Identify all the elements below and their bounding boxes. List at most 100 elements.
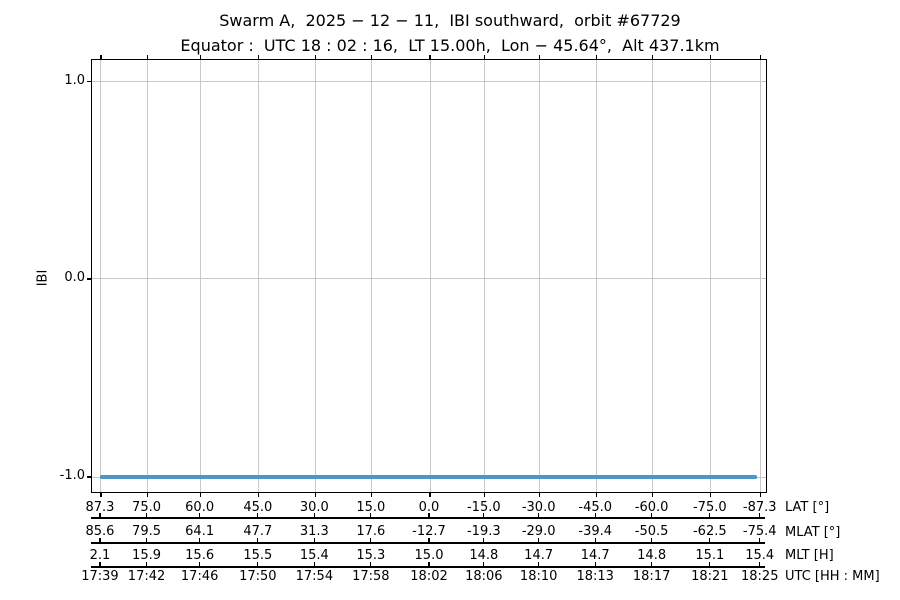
axis-tick [759, 562, 761, 567]
x-tick-bottom [760, 493, 762, 498]
x-tick-label: 0.0 [418, 499, 440, 515]
x-tick-label: 18:21 [691, 568, 729, 584]
v-gridline [429, 60, 431, 492]
x-tick-top [539, 54, 541, 59]
axis-tick [199, 513, 201, 518]
v-gridline [595, 60, 597, 492]
x-tick-label: -30.0 [521, 499, 556, 515]
x-tick-bottom [539, 493, 541, 498]
v-gridline [760, 60, 762, 492]
axis-tick [709, 538, 711, 543]
x-tick-label: 18:17 [632, 568, 671, 584]
axis-tick [483, 562, 485, 567]
axis-tick [594, 513, 596, 518]
v-gridline [314, 60, 316, 492]
y-axis-tick-labels: 1.0 0.0 -1.0 [0, 59, 85, 491]
axis-tick [538, 538, 540, 543]
axis-tick [370, 513, 372, 518]
axis-tick [99, 538, 101, 543]
x-tick-top [258, 54, 260, 59]
axis-tick [483, 538, 485, 543]
x-tick-label: 2.1 [89, 547, 111, 563]
x-tick-label: 79.5 [132, 524, 162, 539]
x-tick-bottom [710, 493, 712, 498]
v-gridline [652, 60, 654, 492]
x-tick-label: 18:06 [465, 568, 503, 584]
x-tick-top [760, 54, 762, 59]
x-tick-label: -60.0 [634, 499, 669, 515]
v-gridline [710, 60, 712, 492]
axis-tick [759, 513, 761, 518]
x-tick-bottom [200, 493, 202, 498]
axis-tick [145, 562, 148, 567]
x-tick-label: 17:54 [295, 568, 334, 584]
x-tick-top [200, 54, 202, 59]
plot-area [86, 54, 767, 498]
x-tick-label: 75.0 [132, 499, 162, 515]
x-tick-label: 15.1 [695, 547, 725, 563]
x-tick-label: 18:13 [576, 568, 614, 584]
x-tick-top [429, 54, 431, 59]
x-tick-label: 30.0 [299, 499, 329, 515]
x-tick-bottom [258, 493, 260, 498]
axis-tick [99, 562, 101, 567]
sub-axis-spine [91, 566, 765, 568]
axis-tick [594, 562, 596, 567]
y-tick-label: 1.0 [64, 72, 85, 88]
x-tick-label: 18:10 [519, 568, 558, 584]
axis-tick [199, 562, 201, 567]
axis-tick [651, 562, 653, 567]
x-tick-label: 15.5 [243, 547, 273, 563]
x-tick-label: -45.0 [578, 499, 613, 515]
axis-tick [99, 513, 101, 518]
axis-tick [428, 562, 430, 567]
x-tick-bottom [146, 493, 149, 498]
x-tick-bottom [314, 493, 316, 498]
h-gridline [92, 81, 766, 83]
x-tick-label: 17:46 [180, 568, 219, 584]
x-tick-top [146, 54, 149, 59]
x-tick-label: -19.3 [466, 524, 501, 539]
x-tick-label: 14.8 [469, 547, 499, 563]
x-tick-label: 45.0 [243, 499, 273, 515]
x-tick-label: 47.7 [243, 524, 273, 539]
x-tick-label: -50.5 [634, 524, 669, 539]
y-tick-label: -1.0 [59, 468, 85, 484]
x-tick-label: -39.4 [578, 524, 613, 539]
x-tick-label: 15.0 [414, 547, 444, 563]
sub-axis-spine [91, 517, 765, 519]
x-tick-bottom [429, 493, 431, 498]
axis-tick [313, 513, 315, 518]
x-tick-label: -75.4 [742, 524, 777, 539]
axis-tick [428, 538, 430, 543]
v-gridline [100, 60, 102, 492]
axis-tick [428, 513, 430, 518]
x-tick-label: 31.3 [299, 524, 329, 539]
x-tick-label: 64.1 [185, 524, 215, 539]
x-tick-label: -15.0 [466, 499, 501, 515]
h-gridline [92, 278, 766, 280]
x-tick-label: 15.6 [185, 547, 215, 563]
x-tick-label: 17:58 [352, 568, 390, 584]
axis-tick [594, 538, 596, 543]
x-tick-label: 15.0 [356, 499, 386, 515]
chart-title: Swarm A, 2025 − 12 − 11, IBI southward, … [219, 11, 681, 30]
axis-row-label: MLAT [°] [785, 524, 841, 540]
axis-tick [538, 562, 540, 567]
x-tick-label: 17.6 [356, 524, 386, 539]
v-gridline [484, 60, 486, 492]
x-tick-label: 85.6 [85, 524, 115, 539]
y-tick-label: 0.0 [64, 269, 85, 285]
v-gridline [147, 60, 149, 492]
axis-tick [651, 538, 653, 543]
axis-tick [709, 562, 711, 567]
x-tick-label: -75.0 [692, 499, 727, 515]
x-tick-label: 15.3 [356, 547, 386, 563]
x-tick-label: 18:25 [741, 568, 779, 584]
x-tick-label: -62.5 [692, 524, 727, 539]
x-tick-bottom [484, 493, 486, 498]
x-tick-bottom [100, 493, 102, 498]
x-tick-top [314, 54, 316, 59]
x-tick-label: 14.7 [524, 547, 554, 563]
